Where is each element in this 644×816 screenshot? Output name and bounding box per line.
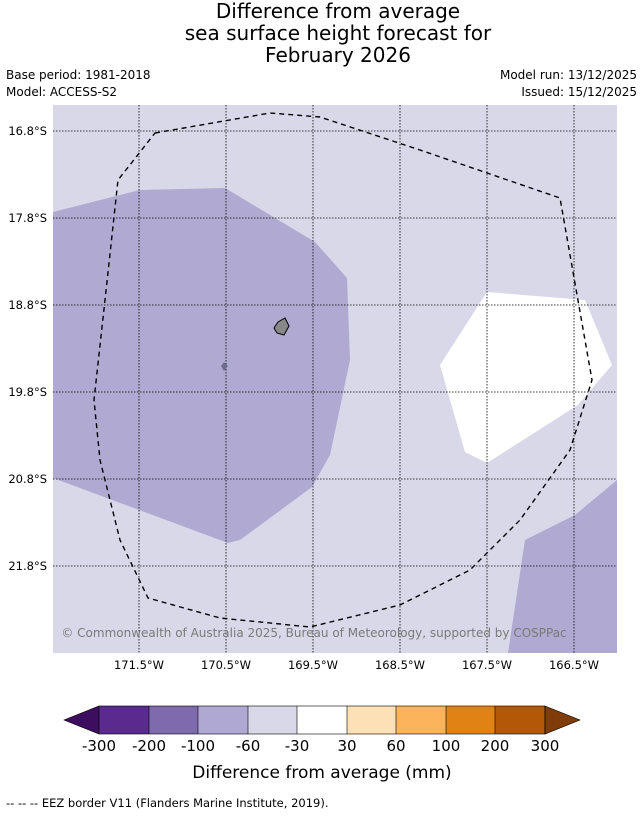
- island-main: [273, 317, 290, 336]
- lat-label: 19.8°S: [8, 385, 47, 399]
- lat-label: 17.8°S: [8, 211, 47, 225]
- lat-label: 16.8°S: [8, 124, 47, 138]
- lon-label: 170.5°W: [201, 658, 251, 672]
- colorbar-swatch: [347, 706, 396, 734]
- colorbar-extend-low: [63, 705, 100, 735]
- eez-border: [93, 112, 593, 628]
- model-run: Model run: 13/12/2025: [499, 68, 637, 82]
- title-line-1: Difference from average: [215, 0, 461, 23]
- anomaly-region-southeast: [508, 480, 617, 653]
- colorbar-swatch: [99, 706, 149, 734]
- copyright-notice: © Commonwealth of Australia 2025, Bureau…: [61, 626, 566, 640]
- colorbar-swatch: [396, 706, 446, 734]
- lon-label: 168.5°W: [375, 658, 425, 672]
- colorbar-dividers: [148, 706, 496, 734]
- colorbar-swatch: [198, 706, 248, 734]
- colorbar-ticks: -300 -200 -100 -60 -30 30 60 100 200 300: [82, 737, 559, 755]
- colorbar-swatch: [495, 706, 545, 734]
- colorbar-swatch: [446, 706, 495, 734]
- lon-label: 166.5°W: [549, 658, 599, 672]
- model-name: Model: ACCESS-S2: [6, 85, 118, 99]
- colorbar-tick: 300: [531, 737, 560, 755]
- metadata-left: Base period: 1981-2018 Model: ACCESS-S2: [6, 67, 151, 101]
- lat-label: 18.8°S: [8, 298, 47, 312]
- chart-title: Difference from average sea surface heig…: [0, 0, 644, 66]
- title-line-3: February 2026: [265, 43, 411, 67]
- colorbar-extend-high: [544, 705, 581, 735]
- metadata-right: Model run: 13/12/2025 Issued: 15/12/2025: [500, 67, 637, 101]
- lat-label: 21.8°S: [8, 559, 47, 573]
- eez-legend-note: -- -- -- EEZ border V11 (Flanders Marine…: [6, 796, 329, 810]
- anomaly-band-top: [53, 105, 617, 190]
- colorbar-tick: -60: [236, 737, 261, 755]
- colorbar-tick: -300: [82, 737, 116, 755]
- lon-label: 169.5°W: [288, 658, 338, 672]
- lon-label: 171.5°W: [114, 658, 164, 672]
- colorbar-tick: -30: [285, 737, 310, 755]
- map-panel: © Commonwealth of Australia 2025, Bureau…: [53, 105, 617, 653]
- lat-label: 20.8°S: [8, 472, 47, 486]
- base-period: Base period: 1981-2018: [6, 68, 151, 82]
- graticule: [53, 105, 617, 653]
- colorbar-tick: -200: [132, 737, 166, 755]
- colorbar: -300 -200 -100 -60 -30 30 60 100 200 300…: [63, 705, 581, 783]
- anomaly-region-west: [53, 188, 350, 543]
- latitude-labels: 16.8°S 17.8°S 18.8°S 19.8°S 20.8°S 21.8°…: [8, 124, 47, 573]
- colorbar-tick: 200: [481, 737, 510, 755]
- colorbar-swatch: [248, 706, 297, 734]
- colorbar-swatch: [149, 706, 198, 734]
- title-line-2: sea surface height forecast for: [184, 21, 492, 45]
- colorbar-swatch: [297, 706, 347, 734]
- colorbar-tick: -100: [181, 737, 215, 755]
- colorbar-label: Difference from average (mm): [192, 763, 451, 783]
- colorbar-tick: 100: [432, 737, 461, 755]
- issued-date: Issued: 15/12/2025: [521, 85, 637, 99]
- colorbar-tick: 30: [337, 737, 356, 755]
- anomaly-region-neutral: [440, 292, 612, 463]
- colorbar-tick: 60: [386, 737, 405, 755]
- lon-label: 167.5°W: [462, 658, 512, 672]
- colorbar-frame: [98, 705, 546, 735]
- longitude-labels: 171.5°W 170.5°W 169.5°W 168.5°W 167.5°W …: [114, 658, 599, 672]
- island-small: [221, 362, 228, 371]
